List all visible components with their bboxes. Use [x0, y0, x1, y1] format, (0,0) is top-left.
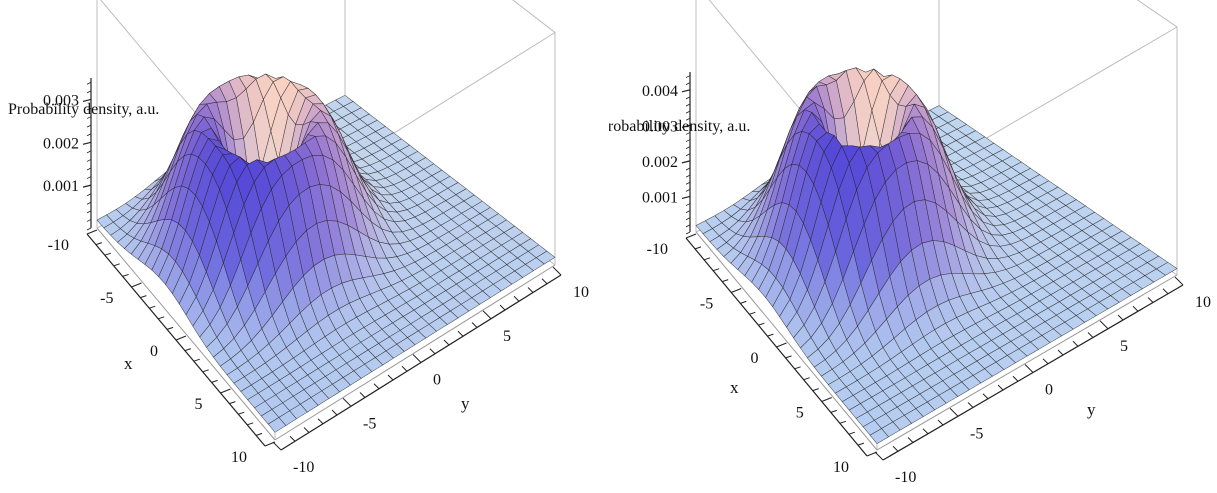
x-tick-label: -10 — [647, 241, 668, 258]
surface-plot-right: 0.001 0.002 0.003 0.004 Probability density,… — [609, 0, 1211, 486]
y-axis: -10 -5 0 5 10 — [272, 266, 589, 476]
z-axis: 0.001 0.002 0.003 0.004 — [642, 72, 691, 235]
z-tick-label: 0.004 — [642, 83, 678, 100]
x-tick-label: 5 — [195, 396, 203, 413]
z-tick-label: 0.001 — [43, 178, 79, 195]
x-tick-label: 10 — [231, 449, 247, 466]
x-tick-label: 5 — [796, 405, 804, 422]
z-tick-label: 0.002 — [43, 135, 79, 152]
y-tick-label: 10 — [573, 284, 589, 301]
x-axis-label: x — [124, 354, 133, 373]
z-axis-label: Probability density, a.u. — [609, 118, 750, 135]
x-tick-label: 10 — [833, 459, 849, 476]
x-tick-label: -10 — [48, 237, 69, 254]
surface-mesh — [695, 67, 1178, 444]
surface-patch — [267, 417, 287, 433]
x-tick-label: -5 — [100, 290, 113, 307]
y-tick-label: 0 — [433, 372, 441, 389]
z-axis: 0.001 0.002 0.003 — [43, 78, 92, 231]
y-tick-label: -10 — [293, 459, 314, 476]
y-tick-label: -5 — [970, 425, 983, 442]
y-axis: -10 -5 0 5 10 — [874, 276, 1211, 486]
x-tick-label: 0 — [150, 343, 158, 360]
z-axis-label: Probability density, a.u. — [8, 101, 159, 118]
y-axis-label: y — [461, 394, 470, 413]
y-axis-label: y — [1087, 400, 1096, 419]
front-edges — [695, 231, 1178, 451]
z-tick-label: 0.003 — [642, 118, 678, 135]
y-tick-label: -5 — [363, 415, 376, 432]
surface-patch — [869, 428, 889, 444]
x-tick-label: 0 — [751, 350, 759, 367]
z-tick-label: 0.002 — [642, 154, 678, 171]
surface-mesh — [96, 73, 556, 433]
front-edges — [96, 227, 556, 441]
x-axis-label: x — [730, 378, 739, 397]
x-tick-label: -5 — [700, 296, 713, 313]
z-tick-label: 0.003 — [43, 92, 79, 109]
y-tick-label: -10 — [895, 469, 916, 486]
z-tick-label: 0.001 — [642, 189, 678, 206]
x-axis: -10 -5 0 5 10 — [647, 233, 878, 476]
y-tick-label: 10 — [1195, 294, 1211, 311]
y-tick-label: 5 — [503, 328, 511, 345]
x-axis: -10 -5 0 5 10 — [48, 229, 276, 466]
y-tick-label: 5 — [1120, 338, 1128, 355]
y-tick-label: 0 — [1045, 382, 1053, 399]
